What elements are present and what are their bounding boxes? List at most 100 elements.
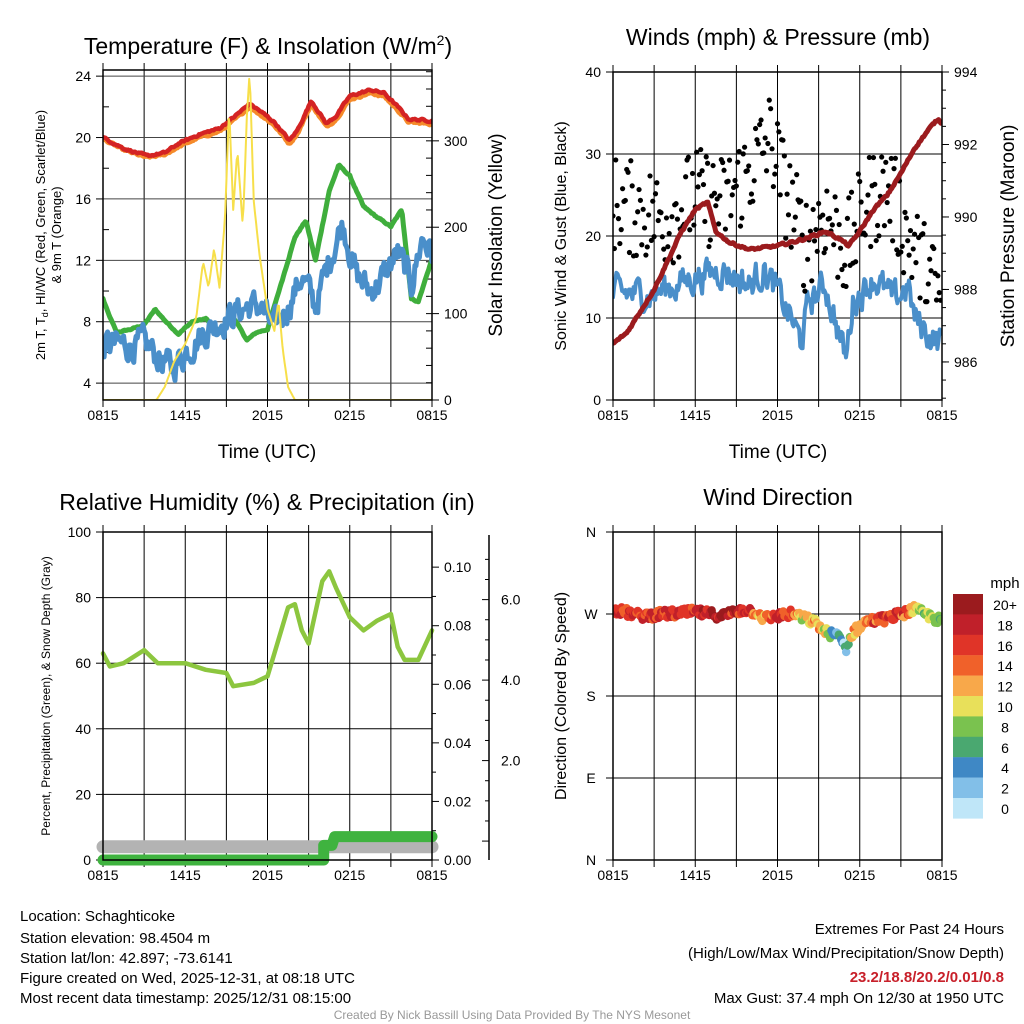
colorbar-swatch bbox=[953, 757, 983, 778]
gust-point bbox=[765, 140, 771, 147]
gust-point bbox=[651, 234, 657, 240]
gust-point bbox=[644, 244, 650, 250]
gust-point bbox=[868, 243, 874, 250]
figure-created-text: Figure created on Wed, 2025-12-31, at 08… bbox=[20, 970, 355, 987]
gust-point bbox=[737, 223, 744, 229]
gust-point bbox=[674, 216, 681, 222]
gust-point bbox=[832, 194, 838, 200]
gust-point bbox=[927, 256, 933, 262]
dir-y-axis-label: Direction (Colored By Speed) bbox=[553, 592, 570, 800]
x-tick-label: 0815 bbox=[416, 867, 447, 883]
gust-point bbox=[844, 215, 851, 221]
x-tick-label: 2015 bbox=[252, 867, 283, 883]
gust-point bbox=[836, 221, 842, 228]
gust-point bbox=[858, 199, 864, 205]
y2-tick-label: 986 bbox=[954, 354, 978, 370]
gust-point bbox=[761, 150, 767, 156]
gust-point bbox=[699, 168, 705, 174]
gust-point bbox=[700, 181, 707, 188]
credit-text: Created By Nick Bassill Using Data Provi… bbox=[334, 1008, 691, 1022]
gust-point bbox=[774, 121, 781, 127]
gust-point bbox=[910, 246, 916, 252]
wind-x-axis-label: Time (UTC) bbox=[729, 442, 828, 463]
gust-point bbox=[622, 197, 628, 204]
y-tick-label: N bbox=[586, 852, 596, 868]
y-tick-label: 40 bbox=[585, 64, 601, 80]
gust-point bbox=[659, 234, 665, 240]
gust-point bbox=[891, 166, 897, 172]
gust-point bbox=[735, 159, 741, 165]
gust-point bbox=[800, 282, 807, 289]
relative-humidity-line bbox=[100, 569, 435, 689]
gust-point bbox=[744, 168, 750, 174]
gust-point bbox=[658, 210, 664, 216]
colorbar-swatch bbox=[953, 716, 983, 737]
gust-point bbox=[655, 217, 661, 224]
gust-point bbox=[748, 191, 755, 197]
gust-point bbox=[728, 213, 734, 219]
gust-point bbox=[752, 125, 759, 132]
gust-point bbox=[791, 227, 797, 233]
x-tick-label: 0815 bbox=[597, 407, 628, 423]
gust-point bbox=[619, 186, 626, 192]
gust-point bbox=[917, 295, 923, 301]
gust-point bbox=[853, 259, 859, 265]
x-tick-label: 2015 bbox=[762, 867, 793, 883]
y2-tick-label: 990 bbox=[954, 209, 978, 225]
series-group bbox=[613, 600, 942, 657]
gust-point bbox=[833, 207, 840, 213]
gust-point bbox=[689, 170, 696, 177]
gust-point bbox=[936, 290, 942, 296]
y-tick-label: 20 bbox=[75, 786, 91, 802]
wind-y-axis-label: Sonic Wind & Gust (Blue, Black) bbox=[553, 121, 570, 350]
gust-point bbox=[713, 203, 719, 209]
gust-point bbox=[750, 198, 756, 204]
y2-tick-label: 0.04 bbox=[444, 735, 471, 751]
colorbar-swatch bbox=[953, 655, 983, 676]
gust-point bbox=[777, 192, 783, 198]
gust-point bbox=[618, 227, 624, 233]
colorbar-label: 16 bbox=[997, 638, 1013, 654]
gust-point bbox=[757, 121, 763, 128]
gust-point bbox=[914, 213, 920, 219]
wind-chart: 0815 1415 2015 0215 081501020304098698899099… bbox=[585, 64, 977, 423]
y-tick-label: 4 bbox=[83, 375, 91, 391]
gust-point bbox=[865, 192, 871, 198]
y2-tick-label: 100 bbox=[444, 306, 468, 322]
gust-point bbox=[813, 226, 819, 233]
colorbar-label: 20+ bbox=[993, 597, 1017, 613]
gust-point bbox=[902, 209, 908, 215]
gust-point bbox=[710, 162, 716, 169]
gust-point bbox=[717, 193, 723, 199]
dewpoint-line bbox=[103, 162, 432, 343]
gust-point bbox=[924, 299, 930, 305]
gust-point bbox=[873, 237, 879, 244]
gust-point bbox=[931, 245, 937, 252]
plot-border bbox=[102, 531, 433, 861]
gust-point bbox=[613, 245, 617, 252]
gust-point bbox=[807, 228, 814, 234]
colorbar-swatch bbox=[953, 798, 983, 819]
gust-point bbox=[821, 250, 827, 256]
x-tick-label: 0215 bbox=[844, 867, 875, 883]
colorbar-label: 12 bbox=[997, 679, 1013, 695]
temp-chart-title: Temperature (F) & Insolation (W/m2) bbox=[84, 32, 452, 59]
latlon-text: Station lat/lon: 42.897; -73.6141 bbox=[20, 950, 233, 967]
gust-point bbox=[663, 215, 670, 221]
gust-point bbox=[911, 231, 918, 237]
y3-tick-label: 2.0 bbox=[501, 753, 521, 769]
gust-point bbox=[855, 171, 861, 177]
gust-point bbox=[770, 183, 776, 190]
gust-point bbox=[676, 254, 682, 260]
gust-point bbox=[809, 278, 815, 284]
y2-tick-label: 0.02 bbox=[444, 793, 471, 809]
gust-point bbox=[938, 297, 942, 303]
gust-point bbox=[652, 191, 659, 197]
gust-point bbox=[883, 159, 889, 165]
gust-point bbox=[704, 160, 711, 166]
colorbar-swatch bbox=[953, 634, 983, 656]
gust-point bbox=[792, 214, 798, 220]
gust-point bbox=[843, 283, 849, 290]
gust-point bbox=[776, 129, 782, 135]
location-text: Location: Schaghticoke bbox=[20, 908, 175, 925]
